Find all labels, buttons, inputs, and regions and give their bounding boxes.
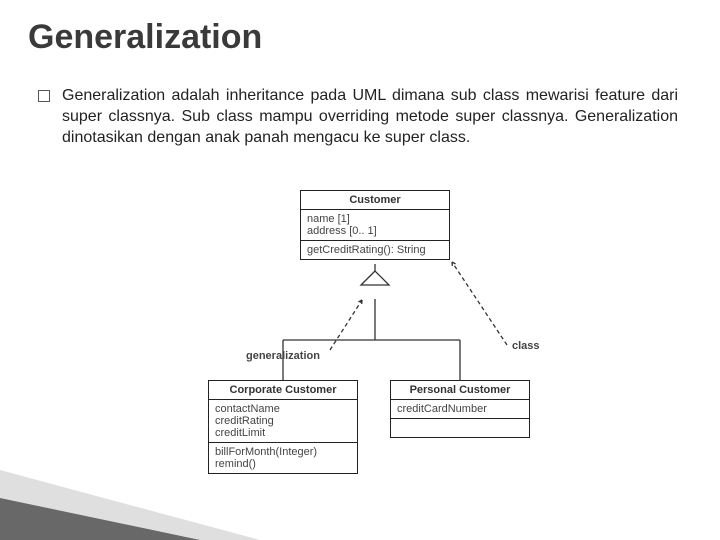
- operations-section: getCreditRating(): String: [301, 241, 449, 259]
- subclass-box: Corporate CustomercontactNamecreditRatin…: [208, 380, 358, 474]
- attributes-section: contactNamecreditRatingcreditLimit: [209, 400, 357, 443]
- superclass-box: Customername [1]address [0.. 1]getCredit…: [300, 190, 450, 260]
- attribute: address [0.. 1]: [307, 225, 443, 237]
- bullet-item: Generalization adalah inheritance pada U…: [38, 86, 678, 148]
- operation: getCreditRating(): String: [307, 244, 443, 256]
- class-name: Customer: [301, 191, 449, 210]
- attribute: name [1]: [307, 213, 443, 225]
- body-paragraph: Generalization adalah inheritance pada U…: [62, 86, 678, 148]
- operations-section: billForMonth(Integer)remind(): [209, 443, 357, 473]
- attributes-section: creditCardNumber: [391, 400, 529, 419]
- class-name: Personal Customer: [391, 381, 529, 400]
- subclass-box: Personal Customer creditCardNumber: [390, 380, 530, 438]
- generalization-label: generalization: [246, 350, 320, 362]
- attribute: creditRating: [215, 415, 351, 427]
- operation: billForMonth(Integer): [215, 446, 351, 458]
- bullet-square-icon: [38, 90, 50, 102]
- uml-diagram: Customername [1]address [0.. 1]getCredit…: [180, 190, 560, 510]
- operation: remind(): [215, 458, 351, 470]
- class-name: Corporate Customer: [209, 381, 357, 400]
- decorative-wedge-dark-icon: [0, 498, 200, 540]
- attribute: creditCardNumber: [397, 403, 523, 415]
- page-title: Generalization: [28, 18, 262, 57]
- attributes-section: name [1]address [0.. 1]: [301, 210, 449, 241]
- attribute: creditLimit: [215, 427, 351, 439]
- attribute: contactName: [215, 403, 351, 415]
- class-label: class: [512, 340, 540, 352]
- operations-section: [391, 419, 529, 437]
